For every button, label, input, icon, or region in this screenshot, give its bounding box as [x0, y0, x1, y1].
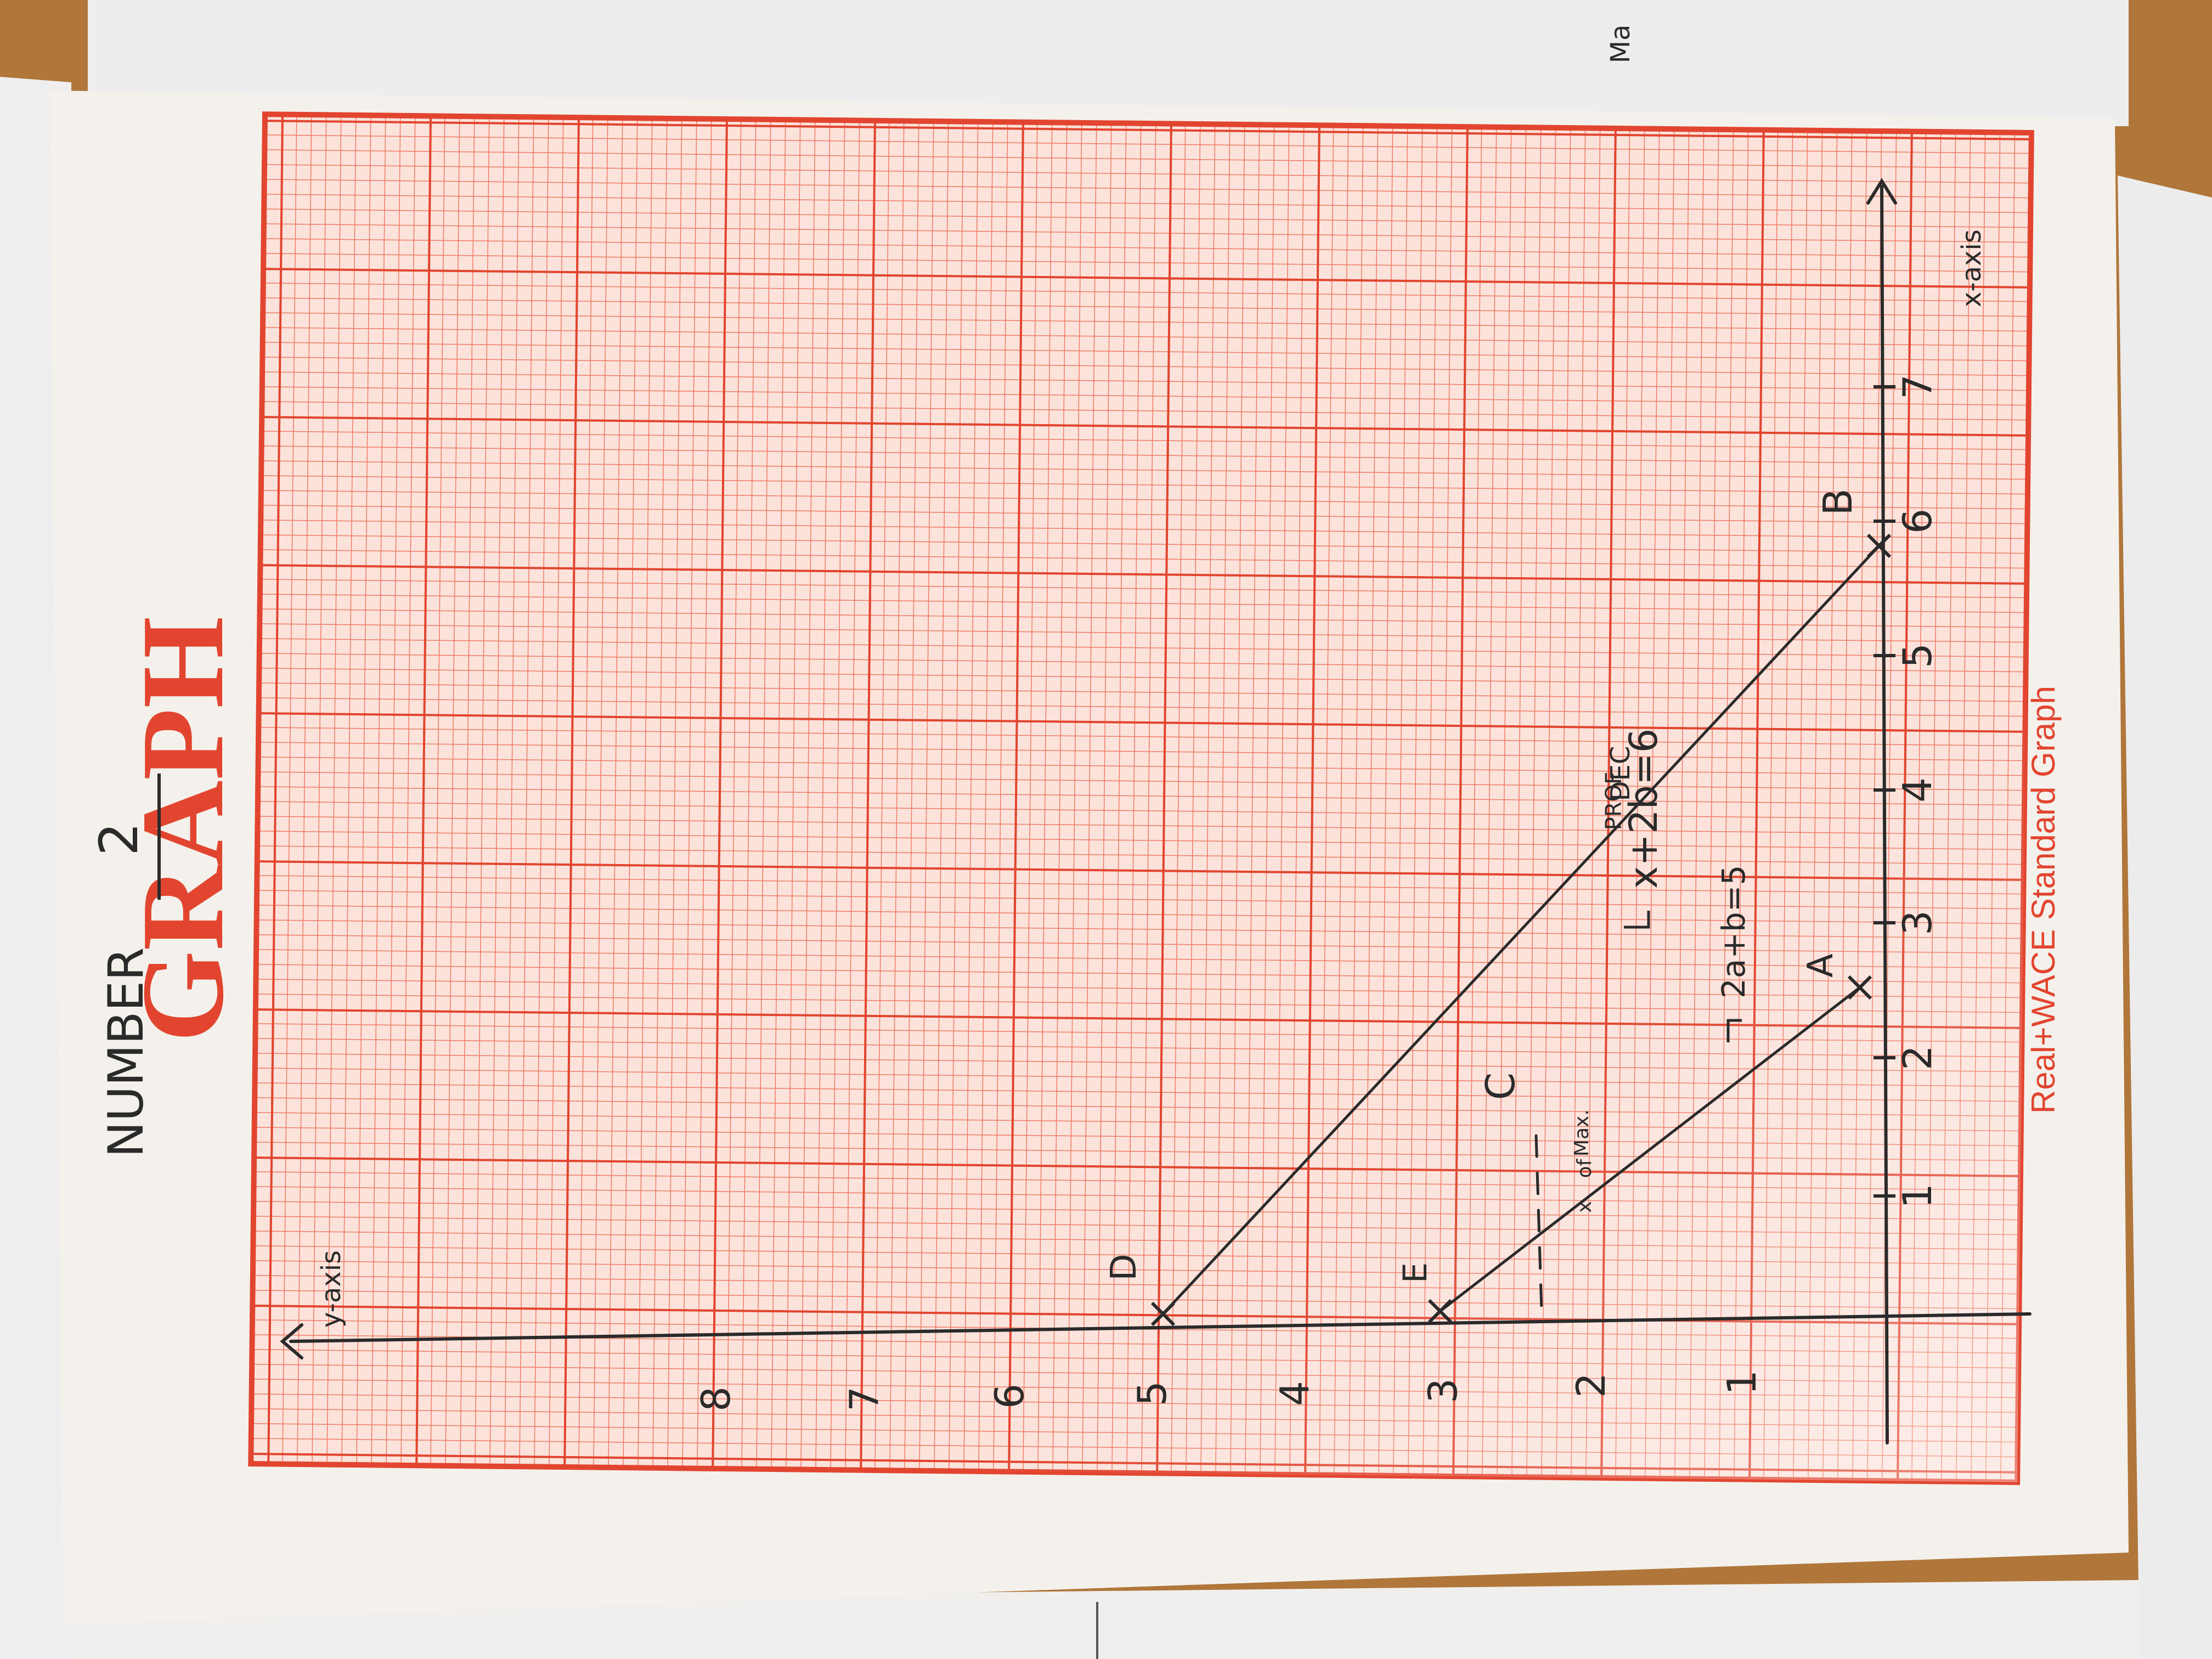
marker-a	[1847, 975, 1872, 1000]
svg-text:8: 8	[693, 1386, 739, 1412]
svg-text:1: 1	[1719, 1370, 1765, 1395]
line-d-to-b	[1161, 544, 1881, 1316]
footer-brand: Real+WACE Standard Graph	[2025, 686, 2062, 1114]
svg-text:PROF: PROF	[1601, 772, 1627, 830]
x-axis-label: x-axis	[1956, 229, 1987, 307]
svg-text:x: x	[1573, 1201, 1596, 1212]
equation-1-pointer	[1624, 911, 1650, 929]
svg-text:A: A	[1801, 953, 1841, 978]
y-tick-labels: 1 2 3 4 5 6 7 8	[693, 1370, 1765, 1412]
x-tick-marks	[1874, 385, 1895, 1198]
svg-text:6: 6	[1894, 509, 1940, 534]
svg-text:2: 2	[1568, 1373, 1614, 1398]
under-paper-top	[88, 0, 2129, 126]
number-label: NUMBER	[98, 947, 154, 1158]
marker-b	[1866, 533, 1892, 558]
svg-text:6: 6	[986, 1384, 1032, 1409]
svg-text:5: 5	[1894, 643, 1940, 668]
svg-text:4: 4	[1272, 1381, 1318, 1406]
equation-1: x+2b=6	[1621, 729, 1666, 889]
equation-2: 2a+b=5	[1715, 865, 1752, 998]
marker-d	[1150, 1301, 1176, 1327]
svg-text:E: E	[1396, 1262, 1435, 1283]
svg-text:Max.: Max.	[1571, 1109, 1593, 1156]
point-labels: A B C D E	[1104, 488, 1861, 1283]
point-markers	[1150, 533, 1892, 1327]
y-axis-label: y-axis	[316, 1250, 347, 1328]
x-axis-arrow	[1866, 178, 1897, 205]
brand-title: GRAPH	[117, 617, 248, 1042]
svg-text:B: B	[1815, 488, 1861, 515]
svg-text:DEC: DEC	[1605, 746, 1636, 802]
svg-text:3: 3	[1420, 1378, 1466, 1403]
x-axis-line	[1880, 185, 1889, 1444]
svg-text:4: 4	[1894, 777, 1940, 803]
svg-text:D: D	[1104, 1254, 1144, 1280]
svg-text:Ma: Ma	[1605, 25, 1636, 64]
under-paper-right	[2118, 176, 2212, 1659]
x-tick-labels: 1 2 3 4 5 6 7	[1894, 374, 1940, 1209]
marker-e	[1427, 1299, 1453, 1324]
under-paper-scraps: Ma DEC PROF Max. of x	[1571, 25, 1636, 1213]
y-axis-line	[289, 1312, 2032, 1343]
svg-text:7: 7	[1894, 374, 1940, 399]
dashed-guide	[1534, 1134, 1543, 1313]
plotted-lines	[1161, 544, 1881, 1316]
svg-text:1: 1	[1894, 1183, 1940, 1209]
svg-text:5: 5	[1129, 1381, 1175, 1406]
hand-axes	[280, 178, 2032, 1444]
line-e-to-a	[1438, 986, 1861, 1313]
svg-text:3: 3	[1894, 910, 1940, 935]
equation-2-pointer	[1726, 1019, 1742, 1042]
svg-text:2: 2	[1894, 1045, 1940, 1070]
number-value: 2	[88, 822, 150, 856]
svg-text:7: 7	[841, 1386, 887, 1412]
svg-text:of: of	[1573, 1158, 1596, 1178]
grid-area	[248, 111, 2034, 1485]
svg-text:C: C	[1477, 1073, 1523, 1100]
y-axis-arrow	[280, 1323, 303, 1359]
